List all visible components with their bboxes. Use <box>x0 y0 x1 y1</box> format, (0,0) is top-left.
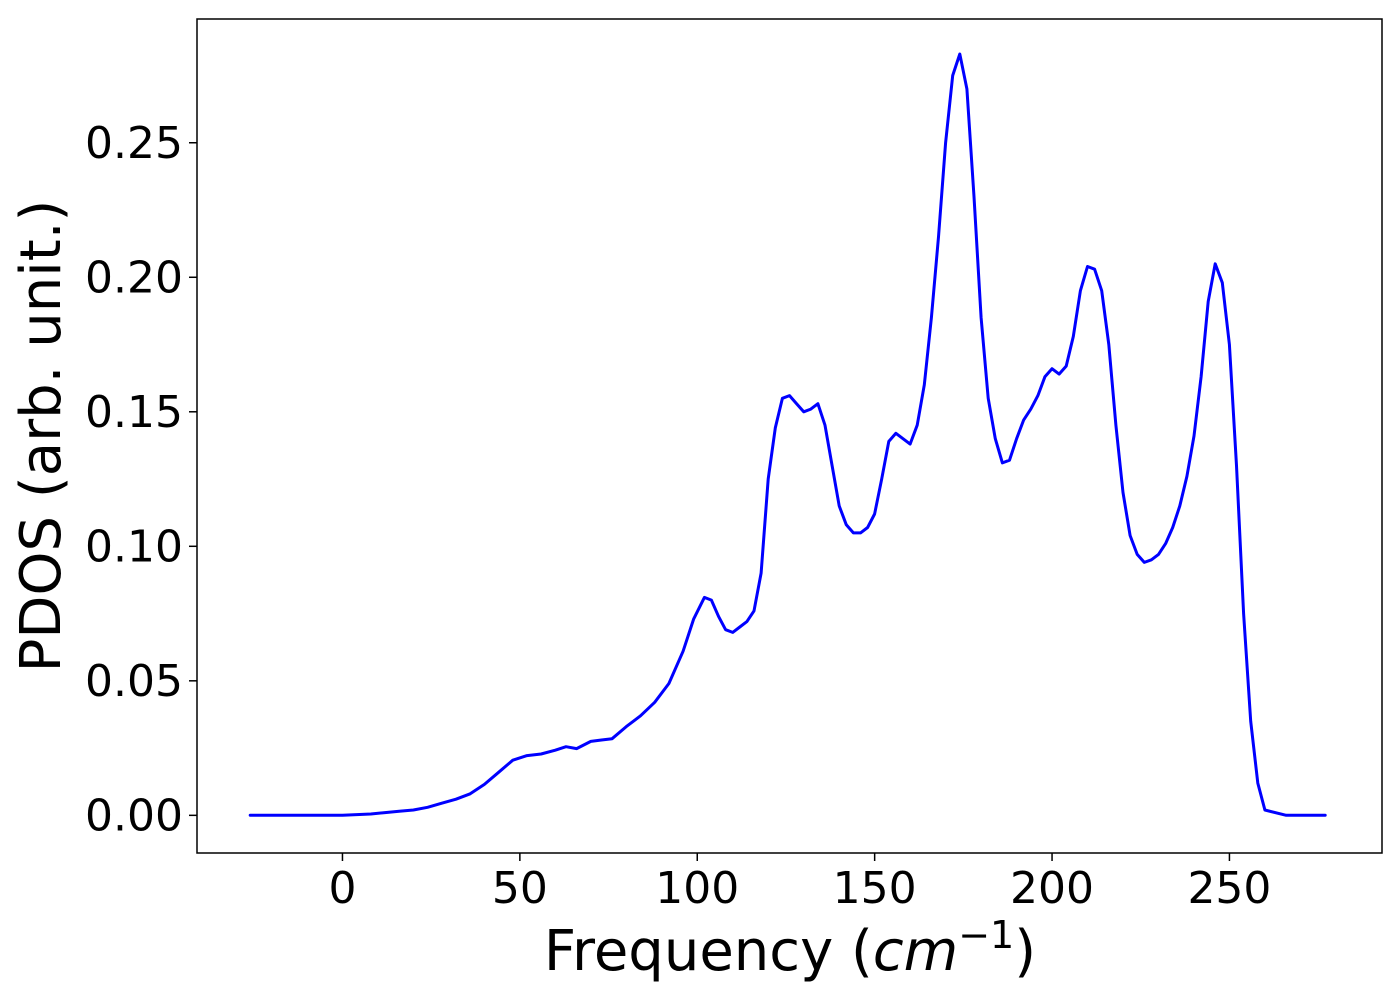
x-tick-label: 0 <box>328 863 356 914</box>
x-tick-label: 250 <box>1187 863 1271 914</box>
x-tick-label: 50 <box>492 863 548 914</box>
ticks-layer: 0 50 100 150 200 250 0.00 0.05 0.10 0.15 0.20 0.25 <box>85 118 1271 914</box>
x-axis-title-unit: cm <box>873 919 958 984</box>
y-tick-label: 0.15 <box>85 387 183 438</box>
x-axis-title-suffix: ) <box>1014 919 1036 984</box>
plot-frame <box>196 18 1383 854</box>
y-tick-label: 0.00 <box>85 790 183 841</box>
x-axis-title-exponent: −1 <box>958 913 1014 957</box>
y-tick-label: 0.20 <box>85 252 183 303</box>
y-axis-title: PDOS (arb. unit.) <box>9 200 74 673</box>
x-tick-label: 100 <box>655 863 739 914</box>
y-tick-label: 0.10 <box>85 521 183 572</box>
x-axis-title: Frequency (cm−1) <box>544 913 1036 984</box>
y-tick-label: 0.25 <box>85 118 183 169</box>
series-line-0 <box>248 52 1327 817</box>
y-tick-label: 0.05 <box>85 656 183 707</box>
x-tick-label: 200 <box>1010 863 1094 914</box>
plot-area <box>248 52 1327 817</box>
x-tick-label: 150 <box>833 863 917 914</box>
x-axis-title-prefix: Frequency ( <box>544 919 873 984</box>
